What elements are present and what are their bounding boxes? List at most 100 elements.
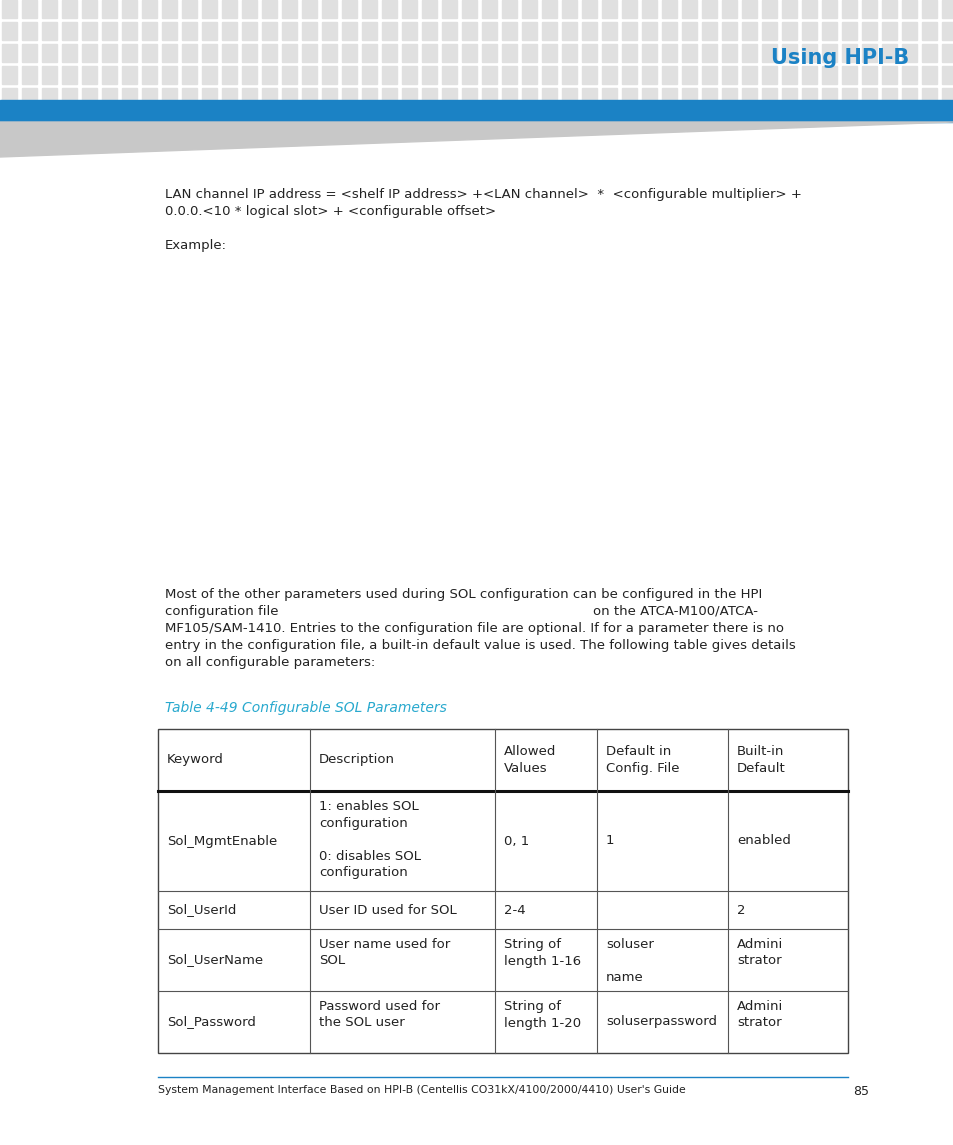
Bar [521,44,537,62]
Bar [521,66,537,84]
Bar [341,88,356,106]
Bar [521,88,537,106]
Text: soluserpassword: soluserpassword [605,1016,716,1028]
Bar [341,22,356,40]
Bar [901,88,916,106]
Bar [361,22,376,40]
Bar [421,66,436,84]
Bar [361,66,376,84]
Text: Sol_UserId: Sol_UserId [167,903,236,916]
Bar [921,88,936,106]
Bar [501,88,517,106]
Bar [801,22,816,40]
Bar [62,0,77,18]
Bar [441,0,456,18]
Bar [202,0,216,18]
Bar [142,22,157,40]
Bar [882,0,896,18]
Text: Example:: Example: [165,239,227,252]
Bar [262,66,276,84]
Bar [882,88,896,106]
Bar [862,44,876,62]
Bar [761,22,776,40]
Bar [381,44,396,62]
Bar [322,88,336,106]
Bar [461,66,476,84]
Bar [401,0,416,18]
Bar [22,44,37,62]
Bar [361,44,376,62]
Bar [142,66,157,84]
Bar [322,0,336,18]
Bar [862,66,876,84]
Text: 0, 1: 0, 1 [503,835,528,847]
Bar [521,22,537,40]
Bar [42,66,57,84]
Bar [701,66,717,84]
Bar [222,44,236,62]
Text: Admini
strator: Admini strator [736,938,782,968]
Bar [561,66,577,84]
Bar [361,0,376,18]
Bar [921,66,936,84]
Bar [801,66,816,84]
Bar [42,44,57,62]
Bar [421,44,436,62]
Bar [421,88,436,106]
Bar [62,88,77,106]
Bar [882,22,896,40]
Bar [62,44,77,62]
Bar [441,66,456,84]
Bar [921,0,936,18]
Bar [262,88,276,106]
Bar [322,44,336,62]
Bar [541,66,557,84]
Text: User ID used for SOL: User ID used for SOL [318,903,456,916]
Bar [841,22,856,40]
Text: enabled: enabled [736,835,790,847]
Bar [921,22,936,40]
Bar [242,22,256,40]
Bar [42,22,57,40]
Bar [781,0,796,18]
Bar [282,0,296,18]
Bar [901,44,916,62]
Bar [22,0,37,18]
Text: on all configurable parameters:: on all configurable parameters: [165,656,375,669]
Bar [122,66,137,84]
Bar [681,0,697,18]
Bar [461,44,476,62]
Bar [901,0,916,18]
Bar [841,44,856,62]
Bar [601,44,617,62]
Text: 0.0.0.<10 * logical slot> + <configurable offset>: 0.0.0.<10 * logical slot> + <configurabl… [165,205,496,218]
Text: Sol_MgmtEnable: Sol_MgmtEnable [167,835,277,847]
Bar [102,88,117,106]
Bar [541,22,557,40]
Bar [401,22,416,40]
Text: Sol_Password: Sol_Password [167,1016,255,1028]
Bar [62,22,77,40]
Bar [721,66,737,84]
Bar [381,22,396,40]
Bar [661,88,677,106]
Bar [22,66,37,84]
Bar [601,88,617,106]
Bar [381,66,396,84]
Bar [741,66,757,84]
Bar [841,0,856,18]
Bar [322,22,336,40]
Bar [721,0,737,18]
Bar [282,44,296,62]
Bar [581,0,597,18]
Bar [302,88,316,106]
Bar [142,88,157,106]
Bar [501,44,517,62]
Bar [741,22,757,40]
Bar [481,66,497,84]
Text: configuration file                                                              : configuration file [165,605,758,618]
Text: System Management Interface Based on HPI-B (Centellis CO31kX/4100/2000/4410) Use: System Management Interface Based on HPI… [158,1085,685,1095]
Bar [721,22,737,40]
Bar [62,66,77,84]
Bar [681,44,697,62]
